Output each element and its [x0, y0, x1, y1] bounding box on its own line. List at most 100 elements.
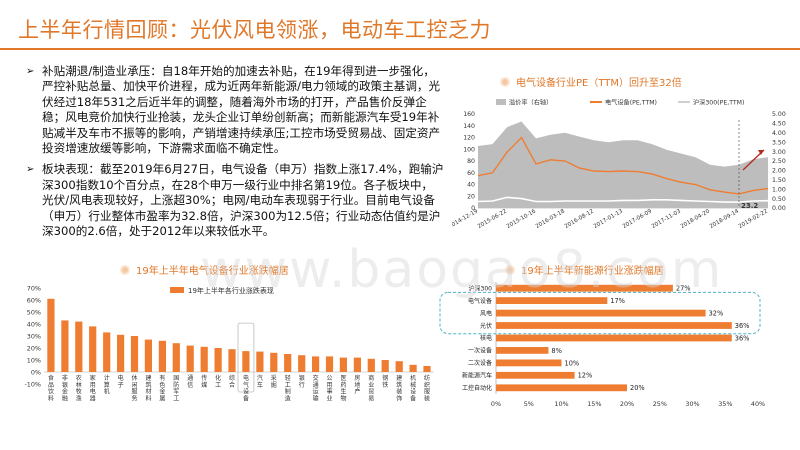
bar-24 [381, 360, 389, 372]
category-label: 休闲服务 [131, 374, 137, 402]
bar-0 [47, 298, 55, 372]
bar-16 [270, 352, 278, 372]
x-tick: 2015-06-22 [477, 209, 508, 230]
trend-arrow-head [758, 150, 764, 155]
y-tick: 0% [31, 368, 41, 376]
y-left-tick: 60 [467, 170, 475, 177]
y-right-tick: 4.00 [772, 130, 786, 137]
y-tick: 20% [27, 344, 41, 352]
y-right-tick: 1.00 [772, 186, 786, 193]
category-label: 国防军工 [173, 375, 179, 402]
bar-6 [496, 359, 562, 367]
bar-1 [496, 297, 608, 304]
bar-4 [496, 334, 732, 342]
category-label: 光伏 [480, 322, 492, 330]
category-label: 电子 [118, 374, 124, 389]
category-label: 新能源汽车 [462, 372, 492, 380]
y-right-tick: 2.50 [772, 158, 786, 165]
bar-14 [242, 351, 250, 372]
category-label: 电气设备 [468, 297, 492, 305]
category-label: 商业贸易 [368, 374, 374, 402]
y-tick: 10% [27, 356, 41, 364]
category-label: 有色金属 [159, 374, 165, 402]
bar-4 [103, 332, 111, 372]
category-label: 沪深300 [469, 284, 493, 292]
bar-27 [423, 366, 431, 372]
category-label: 综合 [229, 374, 235, 389]
y-tick: -10% [24, 380, 41, 388]
category-label: 工控自动化 [462, 384, 492, 392]
category-label: 计算机 [104, 374, 110, 396]
y-right-tick: 3.50 [772, 139, 786, 146]
bar-5 [496, 347, 549, 354]
hs300-line [477, 196, 769, 203]
category-label: 汽车 [257, 374, 263, 389]
category-label: 机械设备 [410, 374, 416, 402]
x-tick: 25% [653, 400, 667, 408]
watermark: www.baogao8.com [200, 240, 724, 300]
legend-swatch [170, 287, 184, 293]
bar-3 [89, 326, 97, 372]
x-tick: 2016-03-18 [535, 208, 567, 230]
legend-label: 沪深300(PE,TTM) [693, 99, 744, 107]
title-rule [0, 48, 800, 50]
highlight-box [237, 322, 255, 393]
title-dot-icon [505, 265, 515, 275]
x-tick: 2018-09-14 [709, 208, 741, 230]
category-label: 电气设备 [243, 374, 249, 402]
x-tick: 2017-11-03 [651, 208, 683, 230]
value-label: 36% [735, 334, 750, 342]
bar-19 [312, 356, 320, 372]
bar-5 [117, 334, 125, 372]
pe-annotation: 23.2 [741, 202, 758, 210]
bar-6 [130, 336, 139, 372]
category-label: 食品饮料 [48, 374, 54, 402]
y-left-tick: 20 [467, 193, 475, 200]
pe-chart: 溢价率（右轴） 电气设备(PE,TTM) 沪深300(PE,TTM) 0 20 40 60 8… [452, 99, 786, 230]
y-left-tick: 160 [463, 111, 475, 118]
x-tick: 5% [524, 400, 534, 408]
bar-10 [186, 345, 194, 372]
category-label: 采掘 [271, 374, 277, 389]
x-tick: 2015-10-16 [506, 208, 538, 230]
y-left-tick: 120 [463, 135, 475, 142]
category-label: 通信 [187, 374, 193, 389]
y-left-tick: 80 [467, 158, 475, 165]
y-tick: 30% [27, 332, 41, 340]
bar-21 [339, 357, 347, 372]
bar-23 [367, 358, 375, 372]
value-label: 20% [630, 384, 645, 392]
bullet-text: 补贴潮退/制造业承压：自18年开始的加速去补贴，在19年得到进一步强化，严控补贴… [42, 64, 441, 156]
x-tick: 35% [718, 400, 732, 408]
bar-0 [496, 284, 673, 292]
page-title: 上半年行情回顾：光伏风电领涨，电动车工控乏力 [18, 18, 491, 42]
legend-label: 19年上半年各行业涨跌表现 [188, 286, 274, 295]
pe-chart-title: 电气设备行业PE（TTM）回升至32倍 [500, 74, 682, 89]
legend-swatch [678, 101, 690, 103]
value-label: 36% [735, 322, 750, 330]
x-tick: 2018-04-20 [680, 208, 712, 230]
bar-26 [409, 364, 417, 372]
category-label: 银行 [299, 374, 305, 389]
y-tick: 50% [27, 308, 41, 316]
bullet-sector: ➢ 板块表现：截至2019年6月27日，电气设备（申万）指数上涨17.4%，跑输… [26, 162, 444, 239]
bar-9 [172, 343, 180, 372]
category-label: 化工 [215, 374, 221, 389]
title-dot-icon [120, 265, 130, 275]
y-tick: 60% [27, 296, 41, 304]
x-tick: 30% [685, 400, 699, 408]
category-label: 家用电器 [90, 374, 96, 402]
y-right-tick: 5.00 [772, 111, 786, 118]
bar-2 [75, 321, 83, 372]
category-label: 一次设备 [468, 347, 492, 355]
x-tick: 2017-01-13 [593, 208, 625, 230]
bar-3 [496, 322, 732, 329]
bar-18 [298, 355, 306, 372]
bar-25 [395, 361, 403, 372]
category-label: 交通运输 [313, 374, 319, 402]
x-tick: 2017-06-09 [622, 208, 654, 230]
bar-2 [496, 309, 706, 317]
value-label: 12% [578, 372, 593, 380]
y-left-tick: 100 [463, 146, 475, 153]
bar-13 [228, 349, 236, 372]
